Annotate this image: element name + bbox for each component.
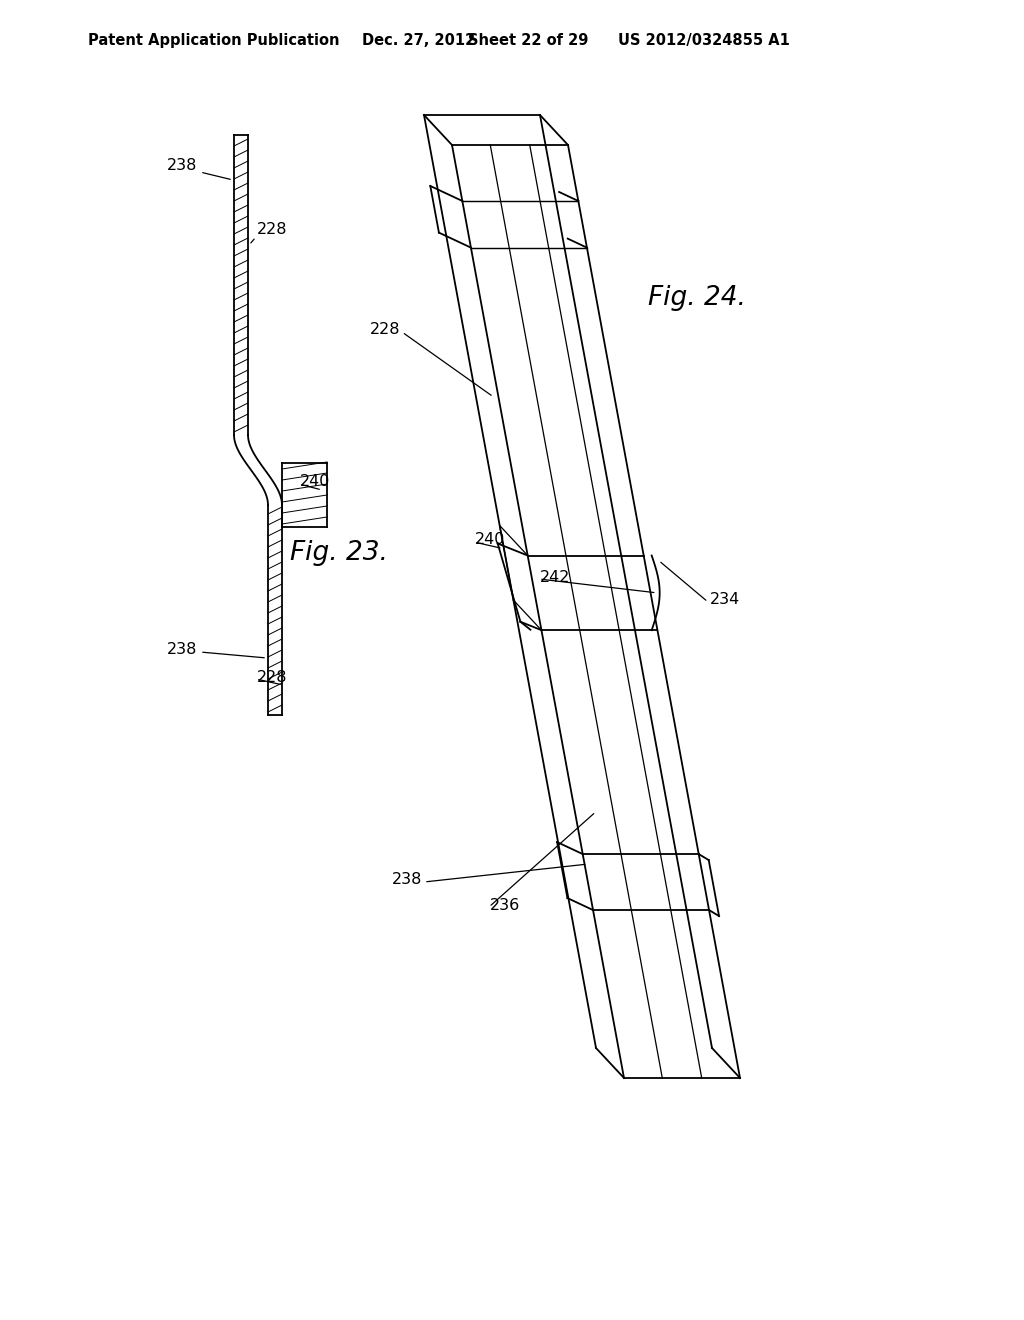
Text: 228: 228 (370, 322, 400, 338)
Text: Dec. 27, 2012: Dec. 27, 2012 (362, 33, 475, 48)
Text: 238: 238 (167, 643, 197, 657)
Text: 242: 242 (540, 569, 570, 585)
Text: Patent Application Publication: Patent Application Publication (88, 33, 340, 48)
Text: 236: 236 (490, 898, 520, 912)
Text: Fig. 24.: Fig. 24. (648, 285, 745, 312)
Text: Fig. 23.: Fig. 23. (290, 540, 388, 566)
Text: Sheet 22 of 29: Sheet 22 of 29 (468, 33, 589, 48)
Text: 234: 234 (710, 593, 740, 607)
Text: 240: 240 (475, 532, 506, 548)
Text: 228: 228 (257, 669, 288, 685)
Text: 228: 228 (257, 223, 288, 238)
Text: US 2012/0324855 A1: US 2012/0324855 A1 (618, 33, 790, 48)
Text: 238: 238 (167, 157, 197, 173)
Text: 240: 240 (300, 474, 331, 490)
Text: 238: 238 (391, 873, 422, 887)
